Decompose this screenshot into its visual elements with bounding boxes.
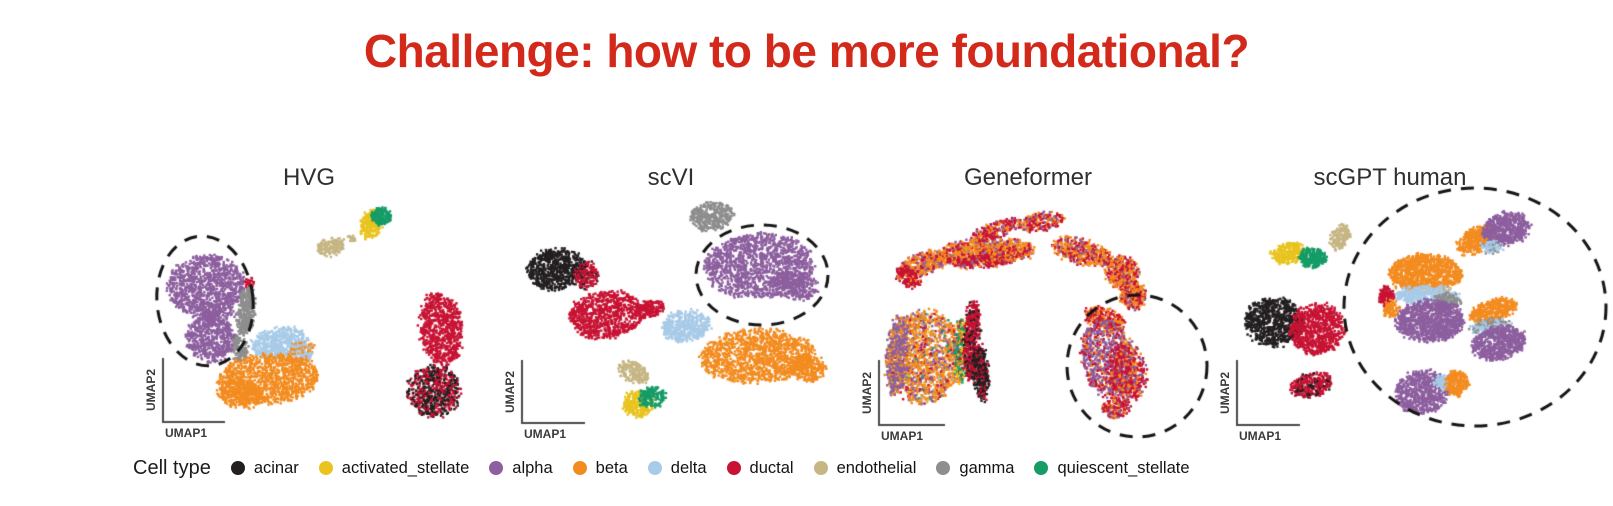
- legend-item: beta: [572, 458, 628, 478]
- umap1-axis-label: UMAP1: [524, 427, 567, 441]
- legend-color-dot: [1034, 461, 1049, 475]
- legend-title: Cell type: [133, 456, 211, 479]
- legend-item: quiescent_stellate: [1034, 458, 1190, 478]
- legend-color-dot: [489, 461, 504, 475]
- legend-item: acinar: [230, 458, 299, 478]
- legend-item-label: acinar: [253, 458, 299, 477]
- legend-item-label: alpha: [512, 458, 553, 477]
- umap2-axis-label: UMAP2: [1218, 371, 1232, 414]
- legend-item: delta: [647, 458, 707, 478]
- legend-color-dot: [726, 461, 741, 475]
- legend-item-label: delta: [670, 458, 707, 477]
- legend-item: endothelial: [813, 458, 917, 478]
- umap1-axis-label: UMAP1: [165, 426, 208, 440]
- panel-title: HVG: [282, 164, 336, 191]
- legend-item: ductal: [726, 458, 794, 478]
- legend-color-dot: [813, 461, 828, 475]
- legend-item: alpha: [489, 458, 553, 478]
- legend-item-label: gamma: [959, 458, 1015, 477]
- panel-title: scGPT human: [1313, 164, 1467, 191]
- legend-color-dot: [318, 461, 333, 475]
- legend-color-dot: [230, 461, 245, 475]
- legend-item-label: ductal: [749, 458, 794, 477]
- slide-title: Challenge: how to be more foundational?: [363, 25, 1250, 77]
- umap2-axis-label: UMAP2: [860, 371, 874, 414]
- panel-title: Geneformer: [963, 164, 1093, 191]
- legend-color-dot: [647, 461, 662, 475]
- umap2-axis-label: UMAP2: [144, 368, 158, 412]
- legend-color-dot: [936, 461, 951, 475]
- umap1-axis-label: UMAP1: [881, 429, 924, 443]
- legend-item: gamma: [936, 459, 1014, 478]
- legend-item: activated_stellate: [318, 458, 470, 478]
- legend-item-label: quiescent_stellate: [1057, 458, 1190, 477]
- legend-item-label: beta: [595, 458, 628, 477]
- umap1-axis-label: UMAP1: [1239, 429, 1282, 443]
- legend-item-label: endothelial: [836, 458, 917, 477]
- legend-color-dot: [572, 461, 587, 475]
- cell-type-legend: Cell type acinar activated_stellate alpha b…: [133, 452, 1190, 484]
- umap2-axis-label: UMAP2: [503, 370, 517, 413]
- legend-item-label: activated_stellate: [341, 458, 470, 477]
- panel-title: scVI: [647, 164, 695, 191]
